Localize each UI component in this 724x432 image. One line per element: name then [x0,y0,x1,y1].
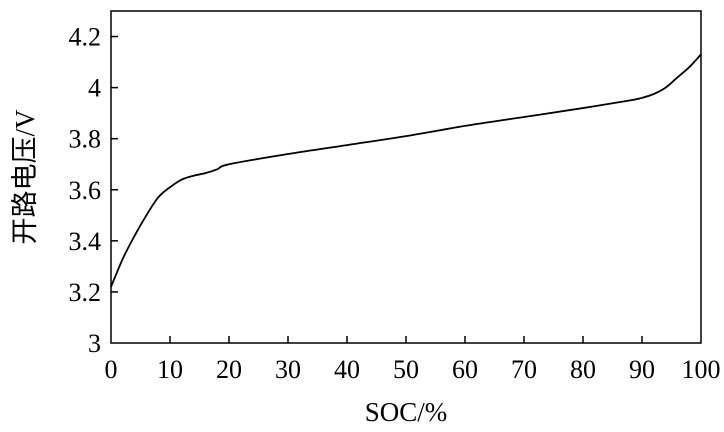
y-tick-label: 3.4 [69,227,102,256]
y-tick-label: 3.6 [69,176,102,205]
x-tick-label: 30 [275,355,301,384]
x-axis-ticks: 0 10 20 30 40 50 60 70 80 90 100 [105,336,721,384]
y-tick-label: 3.8 [69,125,102,154]
x-tick-label: 70 [511,355,537,384]
x-tick-label: 10 [157,355,183,384]
series-layer [110,53,702,288]
x-tick-label: 90 [629,355,655,384]
plot-frame [110,10,702,344]
x-axis-title: SOC/% [365,397,448,427]
x-tick-label: 60 [452,355,478,384]
y-tick-label: 4 [88,74,101,103]
x-tick-label: 40 [334,355,360,384]
y-axis-title: 开路电压/V [10,109,40,245]
y-axis-ticks: 3 3.2 3.4 3.6 3.8 4 4.2 [69,23,118,358]
x-tick-label: 80 [570,355,596,384]
y-tick-label: 3 [88,329,101,358]
y-tick-label: 4.2 [69,23,102,52]
x-tick-label: 0 [105,355,118,384]
series-line-ocv [110,53,702,288]
x-tick-label: 50 [393,355,419,384]
y-tick-label: 3.2 [69,278,102,307]
x-tick-label: 20 [216,355,242,384]
x-tick-label: 100 [682,355,721,384]
